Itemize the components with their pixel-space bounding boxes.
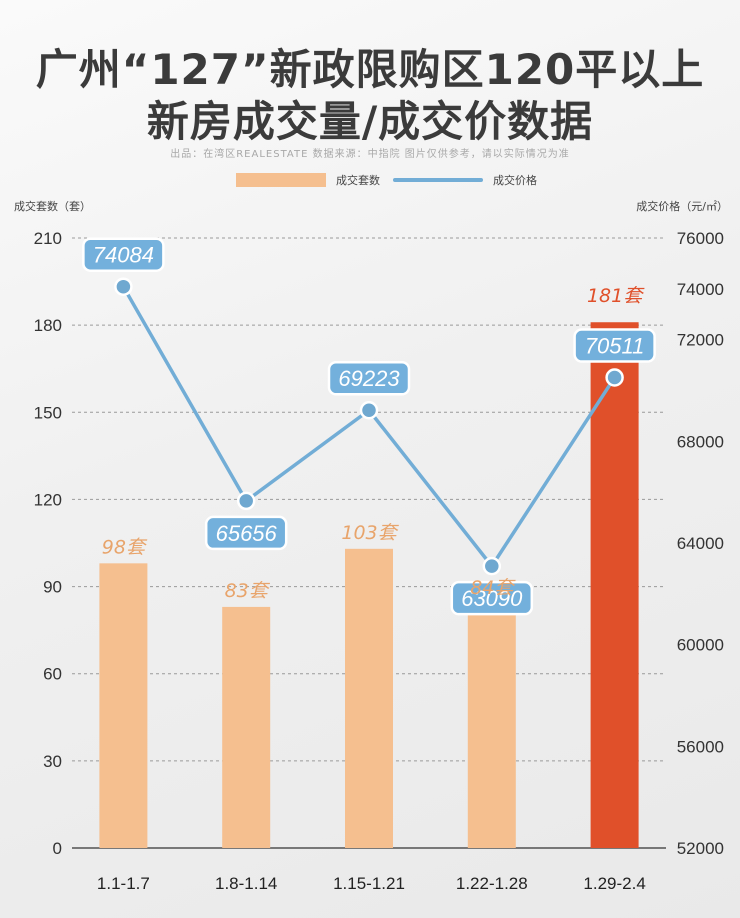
price-point [114,277,133,296]
legend-label-bar: 成交套数 [336,174,380,187]
price-point [605,368,624,387]
bar [590,322,639,848]
price-point [482,556,502,576]
price-label-box [204,515,288,551]
bar-data-label: 181套 [587,285,645,307]
price-label-box [82,237,165,272]
legend-swatch-line [393,178,483,182]
right-axis-tick: 76000 [677,229,724,248]
right-axis-tick: 52000 [677,839,724,858]
source-note: 出品：在湾区REALESTATE 数据来源：中指院 图片仅供参考，请以实际情况为… [170,149,570,160]
left-axis-tick: 60 [43,665,62,684]
x-axis-tick-label: 1.29-2.4 [583,874,645,893]
right-axis-title: 成交价格（元/㎡） [636,200,728,213]
bar-data-label: 98套 [102,536,148,558]
price-data-label: 65656 [216,521,278,546]
right-axis-tick: 60000 [677,636,724,655]
right-axis-tick: 64000 [677,534,724,553]
legend-item-bar: 成交套数 [236,172,380,188]
chart-title-line2: 新房成交量/成交价数据 [146,97,594,146]
price-data-label: 74084 [93,243,154,268]
left-axis-tick: 210 [34,229,62,248]
x-axis-tick-label: 1.8-1.14 [215,874,277,893]
right-axis-tick: 72000 [677,331,724,350]
x-axis-tick-label: 1.1-1.7 [97,874,150,893]
legend-item-line: 成交价格 [393,172,537,188]
bar-data-label: 103套 [341,522,399,544]
price-label-box [573,328,656,363]
x-axis-tick-label: 1.22-1.28 [456,874,528,893]
bar [467,604,516,848]
left-axis-tick: 150 [34,403,62,422]
bar [99,563,148,848]
price-data-label: 63090 [461,586,523,611]
left-axis-tick: 30 [43,752,62,771]
chart-title-line1: 广州“127”新政限购区120平以上 [35,45,705,94]
bar [222,606,271,848]
price-point [359,400,379,420]
price-data-label: 69223 [338,366,400,391]
legend-swatch-bar [236,173,326,187]
price-label-box [450,580,534,616]
bar [345,548,393,848]
left-axis-title: 成交套数（套） [14,200,91,213]
left-axis-tick: 90 [43,578,62,597]
price-point [236,491,256,511]
left-axis-tick: 0 [53,839,62,858]
bar-data-label: 84套 [470,577,516,599]
price-label-box [327,360,411,396]
left-axis-tick: 120 [34,490,62,509]
legend-label-line: 成交价格 [493,174,537,187]
left-axis-tick: 180 [34,316,62,335]
right-axis-tick: 56000 [677,737,724,756]
bar-data-label: 83套 [225,580,271,602]
price-data-label: 70511 [585,334,645,359]
right-axis-tick: 68000 [677,432,724,451]
right-axis-tick: 74000 [677,280,724,299]
x-axis-tick-label: 1.15-1.21 [333,874,405,893]
